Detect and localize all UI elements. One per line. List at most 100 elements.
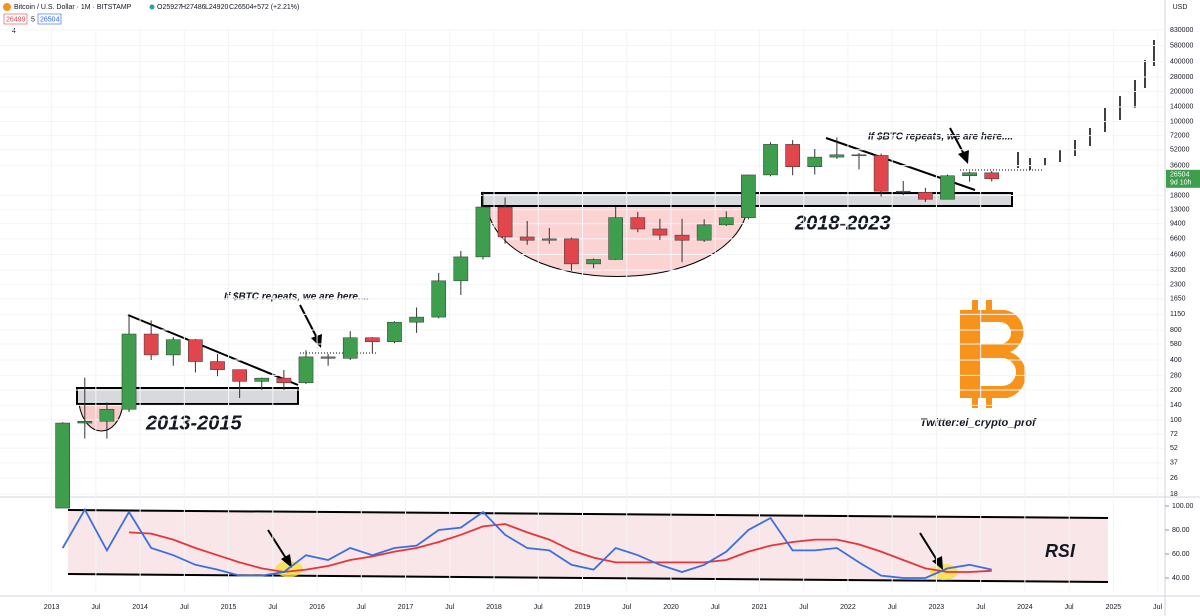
candle-body xyxy=(674,234,690,241)
symbol: Bitcoin / U.S. Dollar · 1M · BITSTAMP xyxy=(14,4,132,11)
candle-body xyxy=(873,155,889,192)
arrow xyxy=(949,127,966,157)
candle-body xyxy=(630,217,646,230)
candle-body xyxy=(696,224,712,241)
x-tick-label: 2022 xyxy=(840,604,856,611)
trendline xyxy=(127,314,299,386)
x-tick-label: 2015 xyxy=(221,604,237,611)
rsi-label: RSI xyxy=(1045,541,1076,561)
y-tick-label: 400 xyxy=(1170,357,1182,364)
candle-body xyxy=(298,356,314,384)
x-tick-label: 2025 xyxy=(1106,604,1122,611)
y-tick-label: 18 xyxy=(1170,491,1178,498)
candle-body xyxy=(785,144,800,167)
credit: Twitter:el_crypto_prof xyxy=(920,417,1037,429)
spread: 5 xyxy=(31,16,35,23)
candle-body xyxy=(918,192,933,200)
change: +572 (+2.21%) xyxy=(253,4,299,11)
y-tick-label: 580000 xyxy=(1170,42,1193,49)
y-tick-label: 52000 xyxy=(1170,147,1190,154)
x-tick-label: Jul xyxy=(357,604,366,611)
x-tick-label: Jul xyxy=(445,604,454,611)
candle-body xyxy=(763,144,778,176)
x-tick-label: 2021 xyxy=(752,604,768,611)
currency: USD xyxy=(1173,4,1188,11)
candle-body xyxy=(55,422,71,509)
candle-body xyxy=(431,280,447,318)
ask-box[interactable] xyxy=(37,13,62,25)
last-price-box xyxy=(1166,169,1200,188)
candle-body xyxy=(99,408,115,422)
candle-body xyxy=(143,333,159,356)
candle-body xyxy=(409,316,424,323)
candle-body xyxy=(475,206,491,258)
low: L24920 xyxy=(205,4,228,11)
candle-body xyxy=(365,337,380,343)
candle-body xyxy=(519,236,535,241)
y-tick-label: 72000 xyxy=(1170,132,1190,139)
ask[interactable]: 26504 xyxy=(40,16,60,23)
y-tick-label: 18000 xyxy=(1170,192,1190,199)
arrow-head xyxy=(281,554,292,568)
x-tick-label: 2023 xyxy=(929,604,945,611)
y-tick-label: 140 xyxy=(1170,402,1182,409)
y-tick-label: 9400 xyxy=(1170,220,1186,227)
x-tick-label: 2017 xyxy=(398,604,414,611)
bitcoin-logo xyxy=(960,300,1026,408)
y-tick-label: 72 xyxy=(1170,431,1178,438)
y-tick-label: 1650 xyxy=(1170,296,1186,303)
y-tick-label: 13000 xyxy=(1170,206,1190,213)
y-tick-label: 100000 xyxy=(1170,118,1193,125)
x-tick-label: Jul xyxy=(1153,604,1162,611)
bid[interactable]: 26499 xyxy=(6,16,26,23)
x-tick-label: 2016 xyxy=(309,604,325,611)
candle-body xyxy=(342,337,358,359)
arrow-head xyxy=(958,150,969,164)
candle-body xyxy=(586,259,601,265)
rsi-tick-label: 60.00 xyxy=(1172,551,1190,558)
candle-body xyxy=(254,377,270,382)
x-tick-label: 2024 xyxy=(1017,604,1033,611)
x-tick-label: 2013 xyxy=(44,604,60,611)
candle-body xyxy=(453,256,469,282)
candle-body xyxy=(497,206,513,238)
x-tick-label: Jul xyxy=(711,604,720,611)
last-price: 26504 xyxy=(1170,172,1190,179)
x-tick-label: 2014 xyxy=(132,604,148,611)
candle-body xyxy=(541,238,557,241)
high: H27486 xyxy=(181,4,206,11)
candle-body xyxy=(165,339,181,356)
rsi-ma-line xyxy=(128,523,992,573)
annotation: If $BTC repeats, we are here.... xyxy=(868,132,1013,143)
period-label: 2013-2015 xyxy=(145,412,243,434)
countdown: 9d 10h xyxy=(1170,180,1192,187)
symbol-icon xyxy=(3,3,11,11)
bid-box[interactable] xyxy=(3,13,28,25)
rsi-tick-label: 100.00 xyxy=(1172,503,1194,510)
candle-body xyxy=(121,333,137,410)
x-tick-label: 2020 xyxy=(663,604,679,611)
y-tick-label: 36000 xyxy=(1170,162,1190,169)
x-tick-label: Jul xyxy=(622,604,631,611)
indicators-count[interactable]: 4 xyxy=(12,28,16,35)
candle-body xyxy=(210,361,225,370)
x-tick-label: Jul xyxy=(1065,604,1074,611)
y-tick-label: 100 xyxy=(1170,417,1182,424)
candle-body xyxy=(77,420,93,424)
y-tick-label: 800 xyxy=(1170,327,1182,334)
candle-body xyxy=(807,156,823,167)
x-tick-label: Jul xyxy=(268,604,277,611)
x-tick-label: Jul xyxy=(799,604,808,611)
rsi-tick-label: 40.00 xyxy=(1172,575,1190,582)
open: O25927 xyxy=(157,4,182,11)
arrow-head xyxy=(932,556,943,570)
candle-body xyxy=(652,228,668,236)
x-tick-label: Jul xyxy=(888,604,897,611)
candle-body xyxy=(276,377,292,384)
y-tick-label: 26 xyxy=(1170,475,1178,482)
close: C26504 xyxy=(229,4,254,11)
arrow xyxy=(299,304,319,341)
y-tick-label: 140000 xyxy=(1170,104,1193,111)
candle-body xyxy=(851,154,867,157)
